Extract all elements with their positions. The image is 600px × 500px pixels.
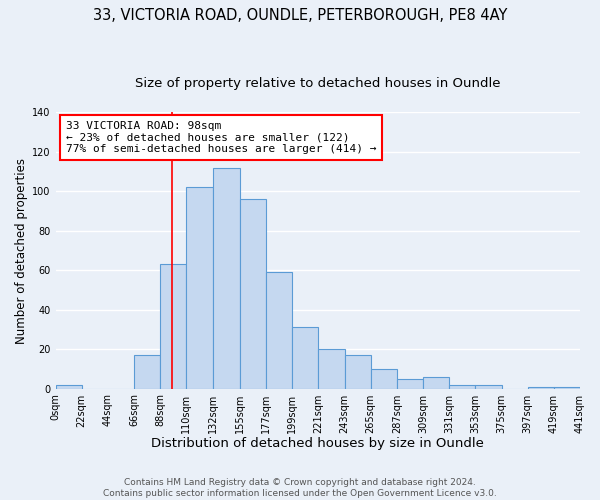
Bar [292,328,319,388]
Title: Size of property relative to detached houses in Oundle: Size of property relative to detached ho… [135,78,500,90]
Text: 33 VICTORIA ROAD: 98sqm
← 23% of detached houses are smaller (122)
77% of semi-d: 33 VICTORIA ROAD: 98sqm ← 23% of detache… [66,121,377,154]
Bar [319,349,344,389]
Bar [212,168,240,388]
Bar [134,355,160,388]
Text: Contains HM Land Registry data © Crown copyright and database right 2024.
Contai: Contains HM Land Registry data © Crown c… [103,478,497,498]
Bar [449,384,475,388]
Bar [397,378,423,388]
Text: 33, VICTORIA ROAD, OUNDLE, PETERBOROUGH, PE8 4AY: 33, VICTORIA ROAD, OUNDLE, PETERBOROUGH,… [93,8,507,22]
Bar [266,272,292,388]
X-axis label: Distribution of detached houses by size in Oundle: Distribution of detached houses by size … [151,437,484,450]
Bar [423,377,449,388]
Bar [554,386,580,388]
Bar [160,264,187,388]
Bar [475,384,502,388]
Y-axis label: Number of detached properties: Number of detached properties [15,158,28,344]
Bar [56,384,82,388]
Bar [240,200,266,388]
Bar [187,188,212,388]
Bar [527,386,554,388]
Bar [344,355,371,388]
Bar [371,369,397,388]
